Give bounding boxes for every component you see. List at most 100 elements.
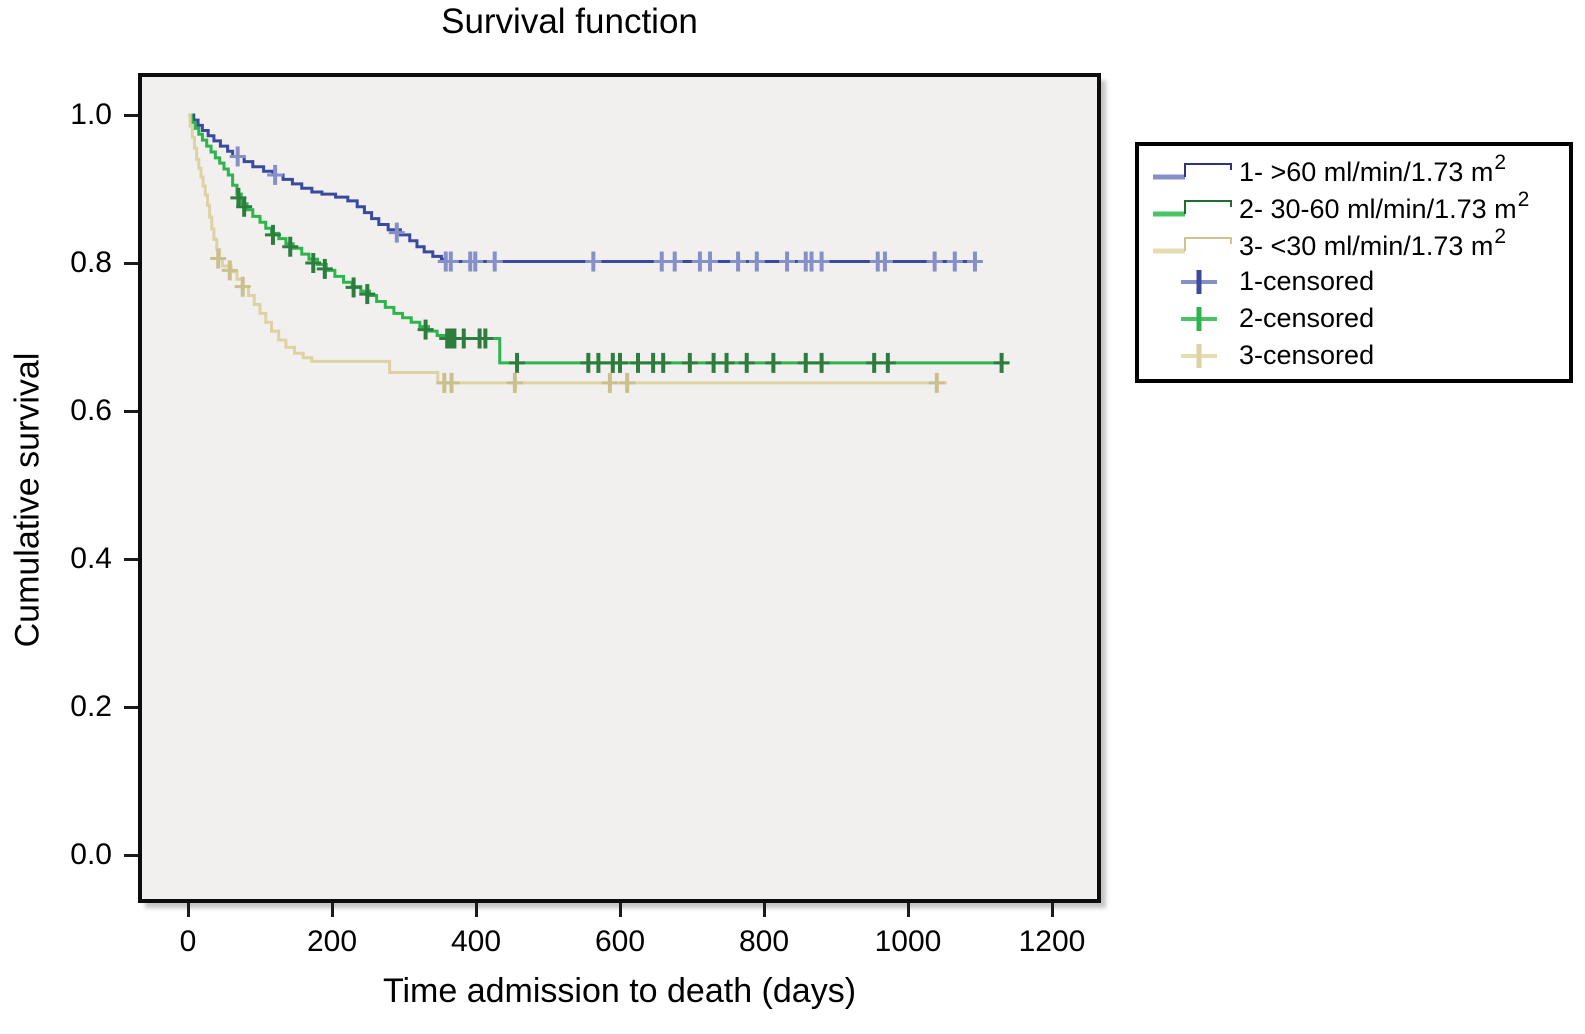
legend-label-series-2: 2- 30-60 ml/min/1.73 m2 (1239, 188, 1530, 225)
km-plot-canvas (188, 113, 1010, 393)
km-curve-3 (188, 113, 947, 385)
y-axis-tick-label: 0.0 (70, 838, 112, 871)
legend-label-censored-3: 3-censored (1239, 340, 1374, 371)
y-axis-tick (124, 705, 138, 709)
x-axis-tick (186, 903, 190, 917)
censored-plus-swatch-2 (1151, 304, 1239, 334)
censor-mark-series-1 (779, 251, 796, 272)
x-axis-label: Time admission to death (days) (382, 972, 857, 1010)
censor-mark-series-3 (601, 372, 618, 393)
censor-mark-series-2 (590, 352, 607, 373)
censor-mark-series-2 (509, 352, 526, 373)
censor-mark-series-2 (655, 352, 672, 373)
legend-row-series-2: 2- 30-60 ml/min/1.73 m2 (1151, 188, 1569, 226)
censor-mark-series-3 (210, 248, 227, 269)
legend-label-censored-1: 1-censored (1239, 266, 1374, 297)
censor-mark-series-1 (229, 146, 246, 167)
y-axis-tick-label: 0.8 (70, 246, 112, 279)
x-axis-tick-label: 200 (306, 925, 358, 958)
y-axis-tick-label: 0.4 (70, 542, 112, 575)
step-line-swatch-1 (1151, 156, 1239, 186)
censor-mark-series-2 (305, 253, 322, 273)
legend-row-series-3: 3- <30 ml/min/1.73 m2 (1151, 225, 1569, 263)
km-curve-1 (188, 113, 983, 264)
censor-mark-series-2 (359, 284, 376, 305)
censor-mark-series-1 (876, 251, 893, 272)
censor-mark-series-1 (730, 251, 747, 272)
km-curve-2 (188, 113, 1009, 365)
x-axis-tick (474, 903, 478, 917)
censor-mark-series-2 (417, 319, 434, 340)
legend-plus-glyph (1181, 343, 1217, 368)
x-axis-tick (762, 903, 766, 917)
censor-mark-series-1 (748, 251, 765, 272)
x-axis-tick (330, 903, 334, 917)
y-axis-tick (124, 853, 138, 857)
censor-mark-series-2 (993, 352, 1010, 373)
censor-mark-series-1 (813, 251, 830, 272)
censor-mark-series-2 (282, 236, 299, 257)
censor-mark-series-3 (234, 276, 251, 297)
y-axis-tick-label: 0.6 (70, 394, 112, 427)
censor-mark-series-1 (388, 222, 405, 243)
legend-box: 1- >60 ml/min/1.73 m2 2- 30-60 ml/min/1.… (1135, 142, 1573, 383)
censor-mark-series-2 (866, 352, 883, 373)
censor-mark-series-3 (619, 372, 636, 393)
censor-mark-series-2 (264, 224, 281, 245)
x-axis-tick-label: 600 (594, 925, 646, 958)
legend-plus-glyph (1181, 306, 1217, 331)
x-axis-tick-label: 1000 (874, 925, 942, 958)
y-axis-tick (124, 409, 138, 413)
censor-mark-series-2 (738, 352, 755, 373)
censor-mark-series-2 (879, 352, 896, 373)
x-axis-tick-label: 0 (179, 925, 197, 958)
censor-mark-series-1 (702, 251, 718, 272)
censor-mark-series-1 (467, 251, 484, 272)
censor-mark-series-1 (926, 251, 943, 272)
legend-row-censored-2: 2-censored (1151, 300, 1569, 337)
legend-label-sup: 2 (1517, 188, 1530, 211)
plot-area (138, 73, 1101, 903)
censor-mark-series-2 (345, 277, 362, 298)
legend-row-series-1: 1- >60 ml/min/1.73 m2 (1151, 151, 1569, 189)
censor-mark-series-2 (813, 352, 830, 373)
censor-mark-series-3 (928, 372, 945, 393)
censor-mark-series-1 (486, 251, 503, 272)
censor-mark-series-3 (506, 372, 523, 393)
censored-plus-swatch-3 (1151, 341, 1239, 371)
legend-label-text: 2- 30-60 ml/min/1.73 m (1239, 194, 1517, 224)
x-axis-tick-label: 400 (450, 925, 502, 958)
censor-mark-series-2 (236, 196, 253, 217)
legend-label-text: 1- >60 ml/min/1.73 m (1239, 157, 1494, 187)
legend-step-line-glyph (1153, 236, 1232, 253)
censor-mark-series-3 (221, 260, 238, 281)
x-axis-tick (906, 903, 910, 917)
censor-mark-series-1 (966, 251, 983, 272)
legend-step-line-glyph (1153, 162, 1232, 179)
censor-mark-series-2 (797, 352, 814, 373)
legend-plus-glyph (1181, 269, 1217, 294)
x-axis-tick-label: 800 (738, 925, 790, 958)
x-axis-tick (1050, 903, 1054, 917)
legend-label-text: 3- <30 ml/min/1.73 m (1239, 231, 1494, 261)
censor-mark-series-3 (443, 372, 460, 393)
censor-mark-series-2 (612, 352, 628, 373)
legend-row-censored-1: 1-censored (1151, 263, 1569, 300)
censored-plus-swatch-1 (1151, 267, 1239, 297)
censor-mark-series-1 (585, 251, 602, 272)
censor-mark-series-2 (681, 352, 698, 373)
censor-mark-series-2 (455, 328, 472, 349)
legend-label-series-1: 1- >60 ml/min/1.73 m2 (1239, 151, 1507, 188)
legend-row-censored-3: 3-censored (1151, 337, 1569, 374)
censor-mark-series-2 (316, 258, 333, 279)
legend-label-text: 1-censored (1239, 266, 1375, 296)
censor-mark-series-2 (630, 352, 646, 373)
y-axis-tick (124, 557, 138, 561)
y-axis-tick (124, 261, 138, 265)
legend-label-sup: 2 (1494, 151, 1507, 174)
x-axis-tick-label: 1200 (1018, 925, 1086, 958)
chart-title: Survival function (441, 2, 698, 41)
y-axis-tick-label: 0.2 (70, 690, 112, 723)
censor-mark-series-1 (267, 164, 284, 185)
